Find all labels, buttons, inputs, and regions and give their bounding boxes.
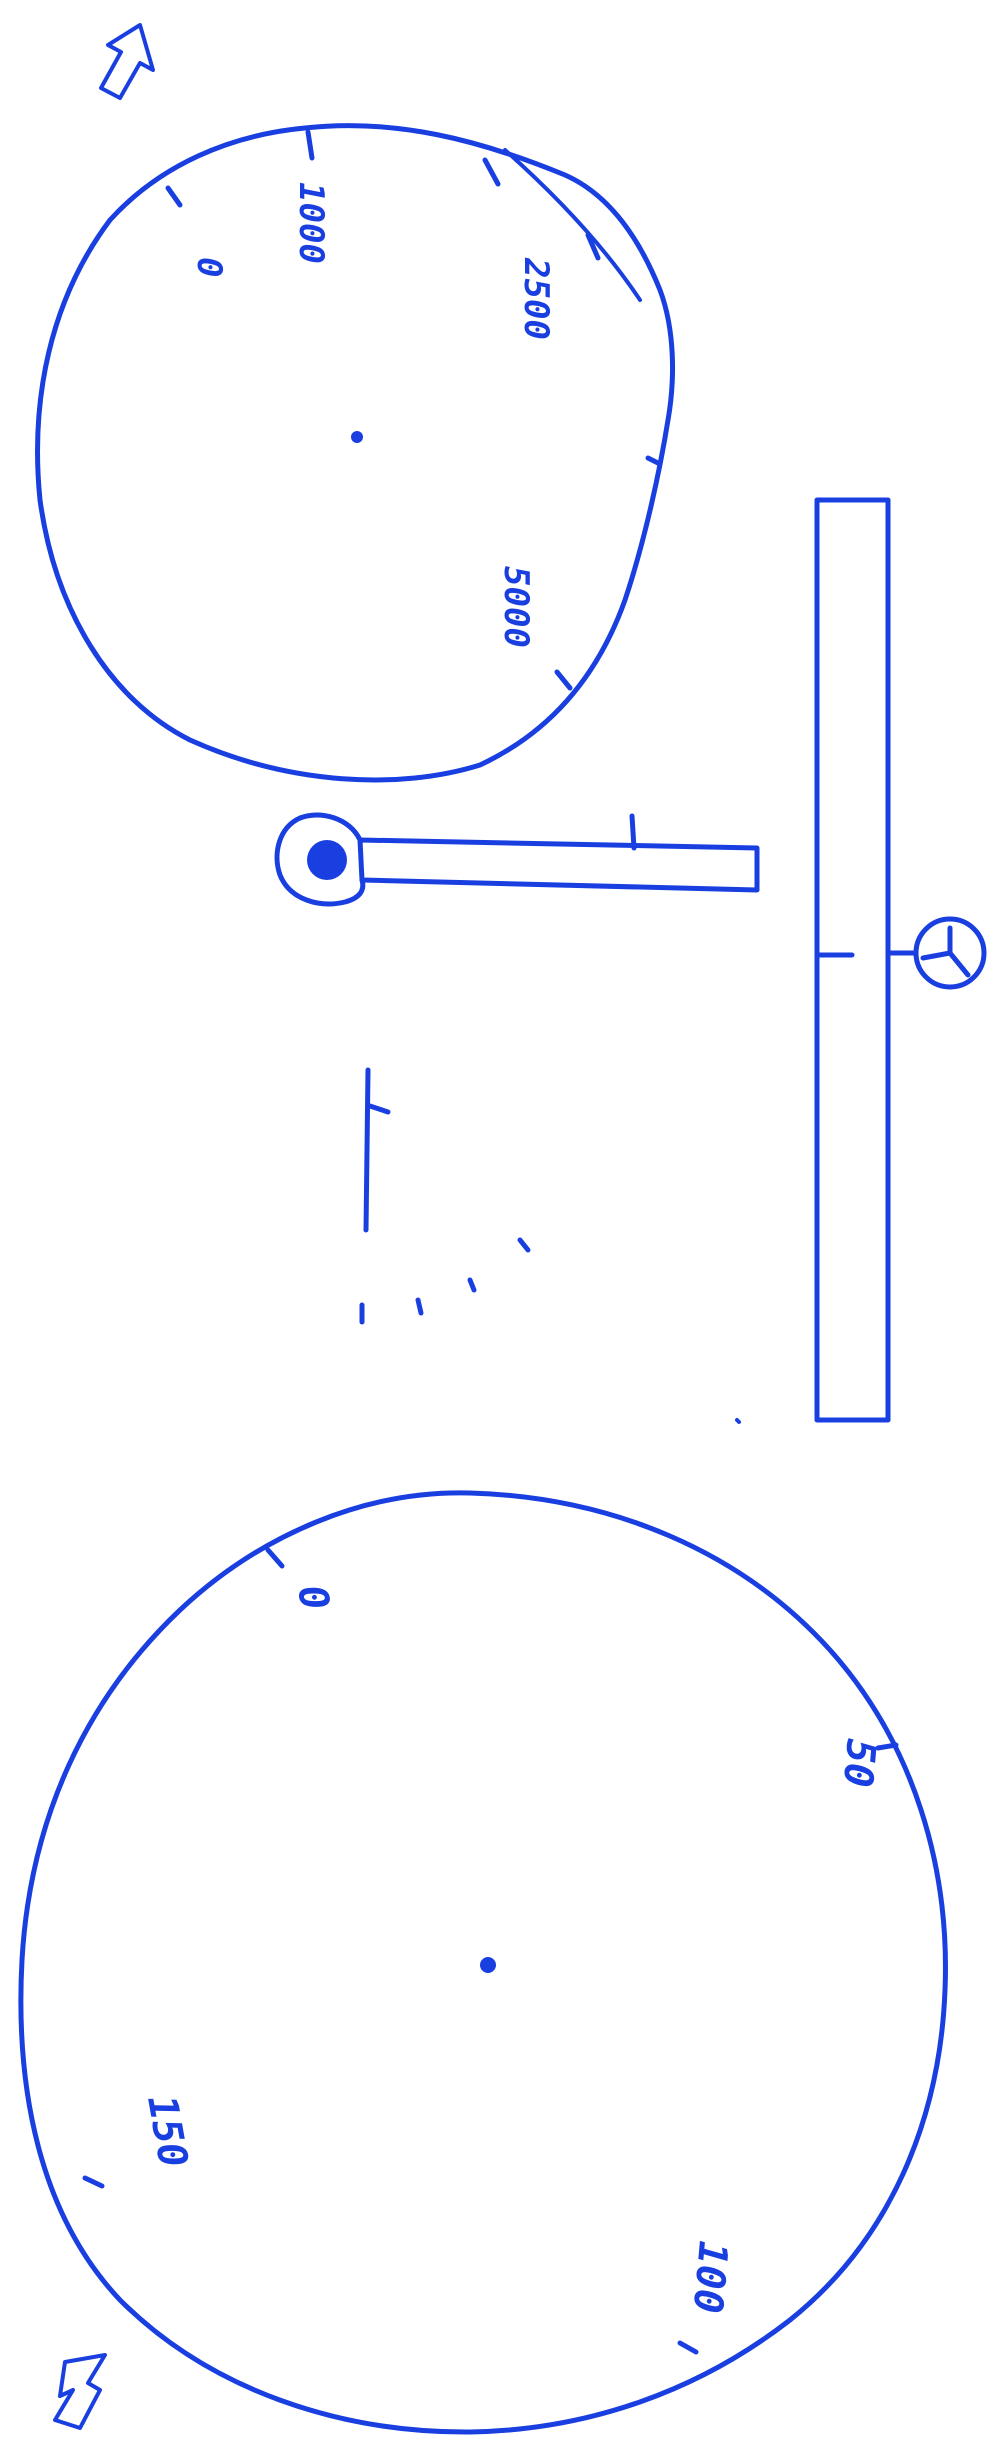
top-dial-tick xyxy=(482,157,501,187)
ruler-bar xyxy=(814,497,891,1423)
bottom-dial-label: 100 xyxy=(684,2239,736,2315)
angle-indicator xyxy=(359,1067,531,1325)
bottom-dial-tick xyxy=(677,2340,699,2355)
top-dial-label: 1000 xyxy=(291,182,331,264)
bottom-dial-center xyxy=(480,1957,496,1973)
bottom-dial: 0 50 100 150 xyxy=(18,1490,948,2435)
bottom-dial-tick xyxy=(82,2175,105,2189)
top-dial-tick xyxy=(645,455,663,467)
pivot-dot xyxy=(307,840,347,880)
top-dial-label: 0 xyxy=(189,257,229,277)
top-dial-tick xyxy=(554,669,573,691)
top-dial-tick xyxy=(305,129,315,161)
pointer-tick xyxy=(629,813,637,851)
top-dial-label: 5000 xyxy=(496,566,536,648)
top-dial-center xyxy=(351,431,363,443)
top-dial-outline xyxy=(35,123,676,783)
top-dial-tick xyxy=(165,185,183,208)
bottom-dial-label: 150 xyxy=(138,2092,196,2171)
top-dial-label: 2500 xyxy=(516,257,556,340)
arrow-down-icon xyxy=(53,2353,107,2430)
top-dial-tick xyxy=(585,232,601,261)
top-dial: 0 1000 2500 5000 xyxy=(35,123,676,783)
pointer-bar xyxy=(357,837,760,893)
bottom-dial-label: 50 xyxy=(834,1737,884,1789)
bottom-dial-outline xyxy=(18,1490,948,2435)
ruler-outline xyxy=(814,497,891,1423)
pivot-ring xyxy=(274,812,366,907)
pointer-arm xyxy=(274,812,760,907)
bottom-dial-label: 0 xyxy=(288,1582,337,1614)
pivot-mount-icon xyxy=(885,916,987,990)
bottom-dial-tick xyxy=(265,1547,285,1569)
arrow-up-icon xyxy=(99,23,155,100)
bottom-dial-tick xyxy=(875,1742,899,1751)
